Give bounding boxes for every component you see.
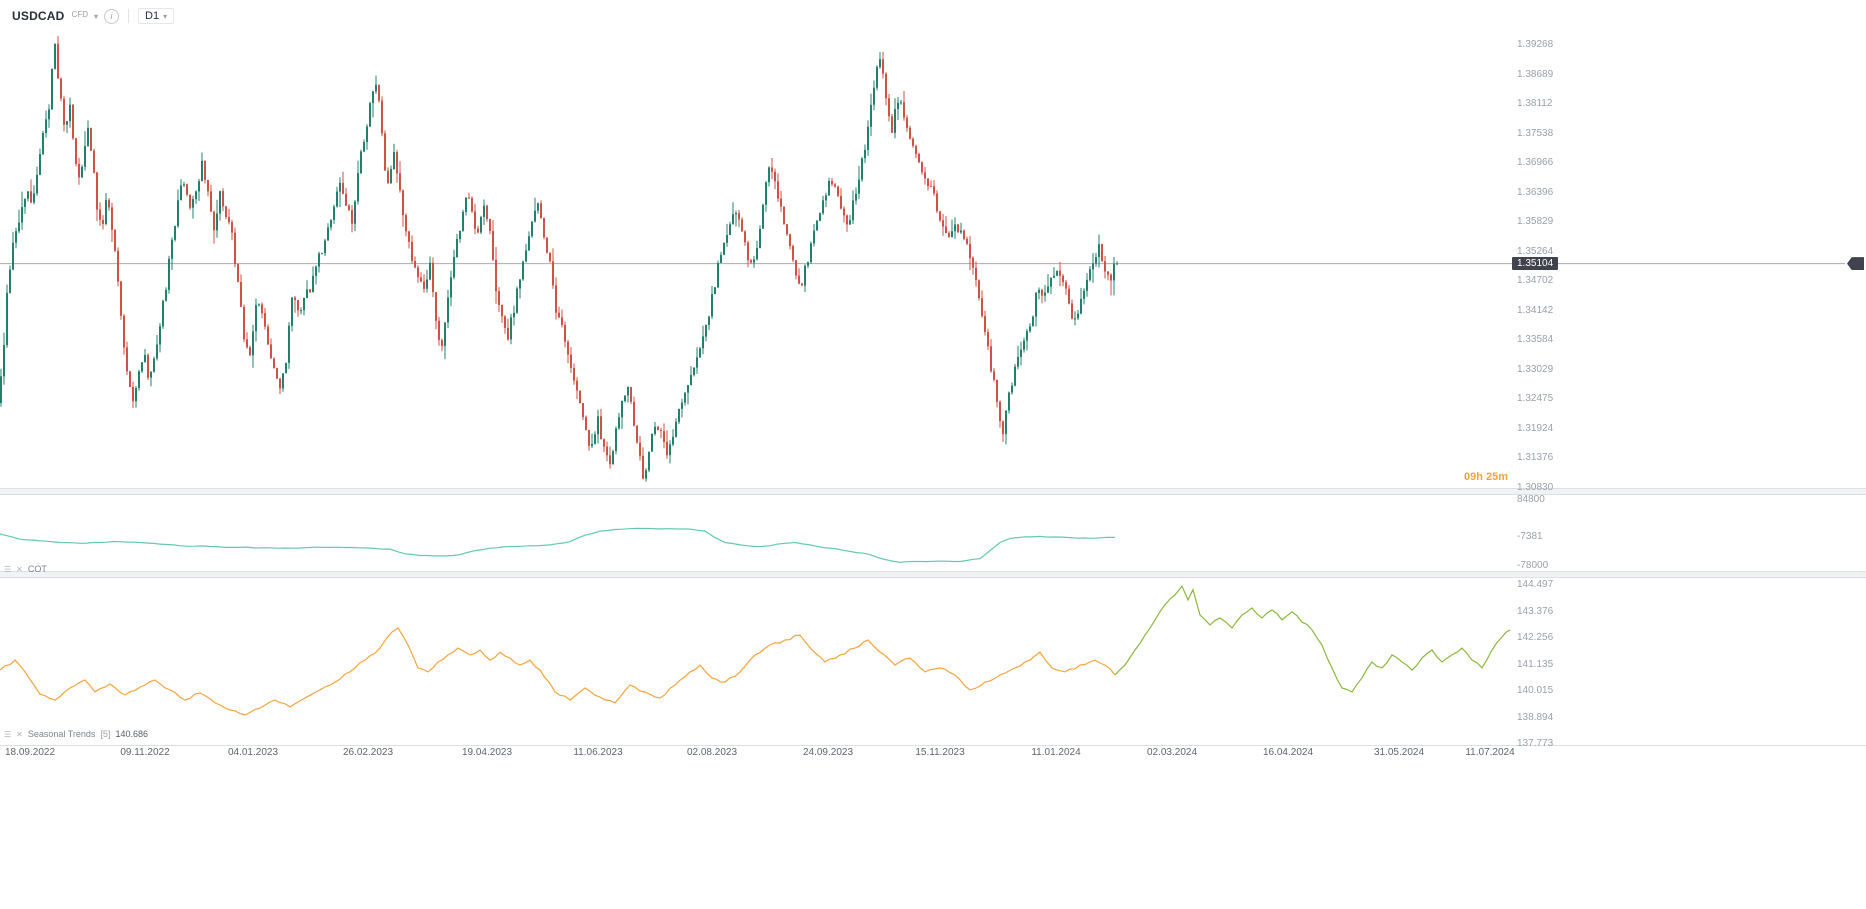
seasonal-projection-line [1114, 584, 1511, 693]
price-axis-label: 1.36966 [1517, 157, 1554, 169]
price-axis-label: 84800 [1517, 494, 1545, 505]
price-axis-label: 143.376 [1517, 605, 1554, 617]
seasonal-pane-menu-icon[interactable]: ☰ [4, 729, 12, 739]
price-axis-label: -78000 [1517, 560, 1549, 571]
price-axis-label: 1.38689 [1517, 68, 1554, 80]
time-axis-label: 04.01.2023 [227, 747, 279, 758]
chart-header: USDCAD CFD ▾ i D1 ▾ [8, 7, 179, 25]
seasonal-pane-label: ☰ ✕ Seasonal Trends [5] 140.686 [4, 729, 148, 739]
price-axis-label: 1.31376 [1517, 452, 1554, 464]
seasonal-pane-title: Seasonal Trends [27, 729, 96, 739]
candlestick-series [0, 35, 1118, 482]
seasonal-pane-close-icon[interactable]: ✕ [16, 729, 23, 739]
cot-pane-label: ☰ ✕ COT [4, 564, 47, 574]
time-axis-label: 16.04.2024 [1262, 747, 1314, 758]
time-axis-label: 02.03.2024 [1146, 747, 1198, 758]
timeframe-dropdown-icon: ▾ [163, 11, 168, 21]
time-axis-label: 09.11.2022 [120, 747, 170, 758]
price-axis-label: 1.35264 [1517, 245, 1554, 257]
price-axis-label: -7381 [1517, 531, 1543, 543]
time-axis-label: 15.11.2023 [915, 747, 965, 758]
price-axis-label: 140.015 [1517, 685, 1554, 696]
cot-pane-close-icon[interactable]: ✕ [16, 564, 23, 574]
time-axis-label: 31.05.2024 [1373, 747, 1425, 758]
price-axis-label: 137.773 [1517, 738, 1554, 749]
price-axis-label: 1.30830 [1517, 482, 1554, 493]
price-axis-label: 144.497 [1517, 579, 1554, 590]
price-axis-label: 1.34142 [1517, 304, 1554, 316]
price-scale[interactable]: 1.39268 1.38689 1.38112 1.37538 1.36966 1.363… [1512, 0, 1652, 909]
pane-divider-seasonal[interactable] [0, 571, 1866, 578]
cot-pane-title: COT [27, 564, 47, 574]
current-price-tag: 1.35104 [1512, 256, 1559, 270]
price-axis-label: 1.34702 [1517, 275, 1554, 287]
seasonal-history-line [0, 627, 1116, 716]
time-axis-label: 02.08.2023 [686, 747, 738, 758]
price-axis-label: 1.31924 [1517, 422, 1554, 434]
price-line-right-marker [1847, 257, 1864, 271]
time-axis-label: 18.09.2022 [4, 747, 56, 758]
seasonal-pane-params: [5] [100, 729, 111, 739]
price-axis-label: 1.39268 [1517, 39, 1554, 50]
price-axis-label: 1.38112 [1517, 98, 1553, 110]
price-axis-label: 138.894 [1517, 711, 1554, 723]
candle-countdown: 09h 25m [1463, 471, 1508, 483]
timeframe-label: D1 [145, 10, 160, 22]
time-axis-label: 24.09.2023 [802, 747, 854, 758]
info-icon[interactable]: i [104, 8, 120, 24]
time-axis-label: 11.06.2023 [573, 747, 623, 758]
time-axis-label: 11.07.2024 [1465, 747, 1515, 758]
time-axis-label: 11.01.2024 [1031, 747, 1081, 758]
price-axis-label: 141.135 [1517, 658, 1554, 670]
price-axis-label: 1.33029 [1517, 363, 1554, 375]
time-axis-label: 19.04.2023 [461, 747, 513, 758]
price-axis-label: 1.36396 [1517, 186, 1554, 198]
seasonal-pane-value: 140.686 [115, 729, 148, 739]
timeframe-selector[interactable]: D1 ▾ [138, 8, 175, 24]
pane-divider-cot[interactable] [0, 488, 1866, 495]
price-axis-label: 1.32475 [1517, 393, 1554, 405]
cot-pane-menu-icon[interactable]: ☰ [4, 564, 12, 574]
symbol-name[interactable]: USDCAD [12, 9, 65, 23]
price-axis-label: 1.37538 [1517, 127, 1554, 139]
price-axis-label: 1.35829 [1517, 216, 1554, 228]
time-axis-separator [0, 745, 1866, 746]
price-axis-label: 1.33584 [1517, 334, 1554, 346]
cot-line [0, 527, 1116, 564]
header-divider [128, 9, 130, 23]
instrument-type-badge: CFD [71, 9, 88, 19]
symbol-dropdown-icon[interactable]: ▾ [94, 11, 99, 21]
time-scale[interactable]: 18.09.2022 09.11.2022 04.01.2023 26.02.2023… [0, 746, 1866, 762]
price-axis-label: 142.256 [1517, 632, 1554, 643]
time-axis-label: 26.02.2023 [342, 747, 394, 758]
